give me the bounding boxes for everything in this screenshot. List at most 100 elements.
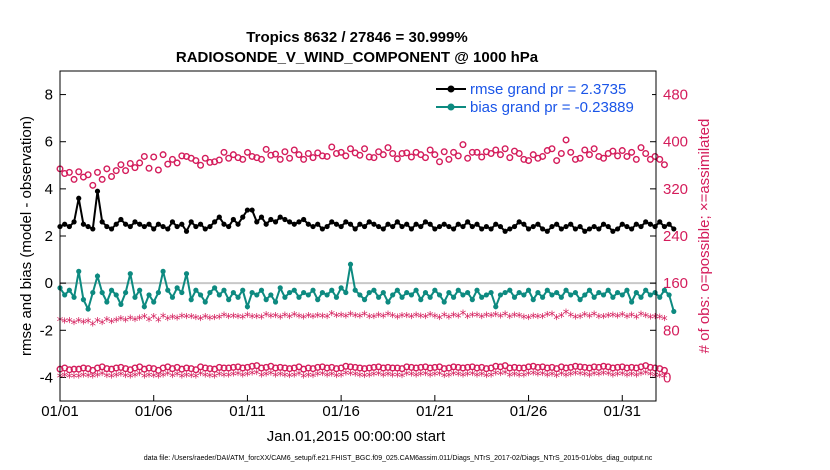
rmse-point: [380, 226, 386, 232]
bias-point: [479, 294, 485, 300]
assimilated-upper-point: *: [361, 310, 368, 325]
possible-upper-point: [468, 148, 476, 156]
assimilated-lower-point: *: [183, 370, 190, 385]
bias-point: [605, 287, 611, 293]
assimilated-lower-point: *: [296, 369, 303, 384]
bias-point: [577, 297, 583, 303]
bias-point: [85, 306, 91, 312]
possible-upper-point: [576, 154, 584, 162]
assimilated-upper-point: *: [127, 314, 134, 329]
assimilated-lower-point: *: [319, 369, 326, 384]
bias-point: [629, 299, 635, 305]
possible-lower-point: [454, 363, 462, 371]
rmse-point: [614, 226, 621, 232]
bias-point: [544, 287, 550, 293]
assimilated-lower-point: *: [488, 370, 495, 385]
assimilated-lower-point: *: [642, 368, 649, 383]
rmse-point: [132, 219, 138, 225]
bias-point: [465, 289, 471, 296]
assimilated-upper-point: *: [244, 311, 251, 326]
assimilated-lower-point: *: [249, 368, 256, 383]
assimilated-upper-point: *: [141, 312, 148, 327]
possible-lower-point: [215, 363, 223, 371]
possible-lower-point: [183, 364, 191, 372]
assimilated-upper-point: *: [165, 314, 172, 329]
bias-point: [71, 294, 77, 300]
bias-point: [586, 287, 593, 293]
bias-point: [474, 287, 480, 293]
bias-point: [230, 289, 236, 296]
rmse-point: [85, 223, 91, 230]
rmse-point: [488, 226, 494, 232]
bias-point: [108, 287, 115, 293]
possible-upper-point: [65, 168, 73, 176]
bias-point: [511, 294, 518, 300]
possible-lower-point: [562, 364, 570, 372]
bias-point: [240, 287, 246, 293]
assimilated-upper-point: *: [497, 311, 504, 326]
assimilated-lower-point: *: [394, 370, 401, 385]
possible-lower-point: [239, 364, 247, 372]
assimilated-upper-point: *: [577, 312, 584, 327]
possible-lower-point: [347, 363, 355, 371]
possible-upper-point: [206, 158, 214, 166]
assimilated-upper-point: *: [85, 317, 92, 332]
rmse-point: [99, 219, 105, 225]
y-right-tick-label: 240: [663, 228, 688, 245]
bias-point: [146, 292, 152, 298]
rmse-point: [329, 219, 335, 225]
bias-point: [502, 289, 508, 296]
possible-upper-point: [356, 151, 364, 159]
assimilated-upper-point: *: [71, 318, 78, 333]
assimilated-lower-point: *: [638, 369, 645, 384]
rmse-point: [71, 219, 77, 225]
rmse-point: [146, 221, 152, 227]
x-tick-label: 01/11: [229, 403, 265, 420]
bias-point: [137, 287, 143, 293]
possible-upper-point: [328, 143, 336, 151]
assimilated-upper-point: *: [478, 312, 485, 327]
possible-lower-point: [229, 363, 237, 371]
assimilated-upper-point: *: [94, 316, 101, 331]
assimilated-lower-point: *: [572, 368, 579, 383]
assimilated-upper-point: *: [90, 320, 97, 335]
possible-lower-point: [431, 363, 439, 371]
possible-lower-point: [384, 363, 392, 371]
rmse-point: [216, 214, 222, 220]
assimilated-lower-point: *: [286, 371, 293, 386]
bias-point: [155, 289, 161, 296]
assimilated-lower-point: *: [169, 371, 176, 386]
possible-lower-point: [225, 364, 233, 372]
assimilated-lower-point: *: [216, 370, 223, 385]
possible-lower-point: [342, 362, 350, 370]
possible-upper-point: [618, 147, 626, 155]
possible-upper-point: [239, 155, 247, 163]
assimilated-upper-point: *: [493, 310, 500, 325]
bias-point: [488, 289, 494, 296]
possible-lower-point: [112, 364, 120, 372]
assimilated-lower-point: *: [596, 370, 603, 385]
assimilated-lower-point: *: [277, 370, 284, 385]
possible-upper-point: [567, 148, 575, 156]
possible-lower-point: [600, 362, 608, 370]
bias-point: [197, 292, 204, 298]
possible-upper-point: [454, 152, 462, 160]
rmse-point: [361, 223, 368, 230]
rmse-point: [254, 219, 260, 225]
assimilated-lower-point: *: [136, 369, 143, 384]
assimilated-lower-point: *: [343, 368, 350, 383]
assimilated-upper-point: *: [544, 310, 551, 325]
assimilated-lower-point: *: [450, 369, 457, 384]
assimilated-upper-point: *: [464, 312, 471, 327]
possible-upper-point: [478, 153, 486, 161]
legend-bias-marker: [447, 103, 455, 111]
assimilated-lower-point: *: [478, 370, 485, 385]
x-tick-label: 01/26: [510, 403, 548, 420]
rmse-point: [221, 221, 227, 227]
rmse-point: [301, 216, 307, 223]
possible-upper-point: [590, 145, 598, 153]
assimilated-lower-point: *: [600, 368, 607, 383]
possible-upper-point: [421, 154, 429, 162]
assimilated-lower-point: *: [113, 370, 120, 385]
bias-point: [169, 294, 176, 300]
